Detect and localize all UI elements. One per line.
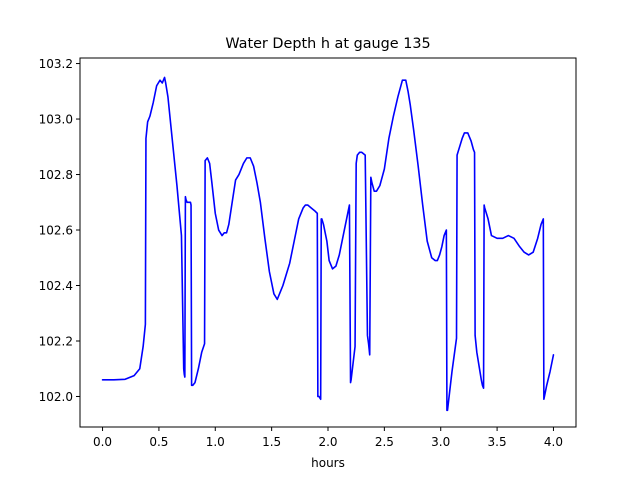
y-tick-label: 102.6 (39, 224, 73, 238)
y-axis-ticks: 102.0 102.2 102.4 102.6 102.8 103.0 103.2 (39, 57, 80, 404)
y-tick-label: 102.4 (39, 279, 73, 293)
series-layer (101, 76, 555, 412)
x-axis-ticks: 0.0 0.5 1.0 1.5 2.0 2.5 3.0 3.5 4.0 (93, 427, 563, 449)
x-tick-label: 4.0 (544, 435, 563, 449)
series-line (101, 76, 555, 412)
x-tick-label: 3.0 (431, 435, 450, 449)
x-tick-label: 0.5 (149, 435, 168, 449)
plot-area (80, 58, 576, 427)
chart-title: Water Depth h at gauge 135 (225, 36, 430, 52)
x-tick-label: 3.5 (488, 435, 507, 449)
x-tick-label: 0.0 (93, 435, 112, 449)
x-tick-label: 2.5 (375, 435, 394, 449)
x-axis-label: hours (311, 456, 345, 470)
x-tick-label: 2.0 (318, 435, 337, 449)
y-tick-label: 102.2 (39, 334, 73, 348)
y-tick-label: 103.2 (39, 57, 73, 71)
y-tick-label: 102.0 (39, 390, 73, 404)
x-tick-label: 1.0 (206, 435, 225, 449)
x-tick-label: 1.5 (262, 435, 281, 449)
y-tick-label: 103.0 (39, 113, 73, 127)
y-tick-label: 102.8 (39, 168, 73, 182)
